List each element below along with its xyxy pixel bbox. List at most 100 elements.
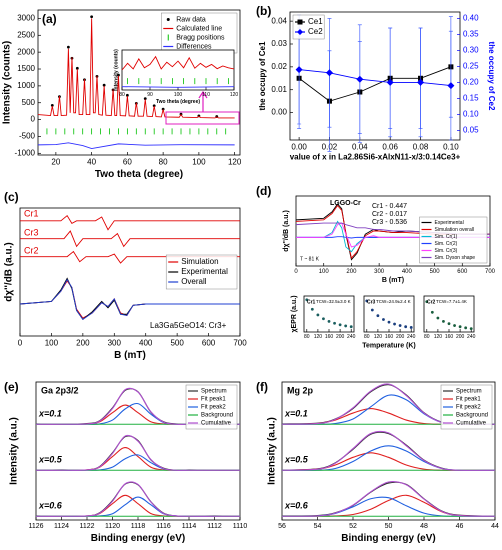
y-tick-label: 0.04 (271, 16, 287, 25)
y-tick-label: 3000 (17, 14, 35, 23)
data-point (464, 326, 468, 330)
legend-box (161, 12, 238, 54)
annotation: TCW=24.9±2.4 K (376, 299, 411, 304)
legend-label: Sim. Dyson shape (435, 255, 476, 261)
data-point (404, 325, 408, 329)
x-tick-label: 48 (420, 523, 428, 530)
y-axis-label: Intensity (counts) (113, 49, 119, 91)
legend-label: Sim. Cr(3) (435, 248, 458, 254)
x-axis-label: Two theta (degree) (156, 99, 200, 105)
legend-label: Cumulative (201, 421, 232, 427)
data-point (425, 300, 429, 304)
x-tick-label: 240 (347, 334, 356, 340)
x-tick-label: 700 (485, 269, 496, 275)
data-point (90, 15, 94, 19)
panel-label: (b) (256, 4, 271, 18)
marker (356, 75, 364, 83)
legend-label: Spectrum (201, 389, 227, 395)
x-tick-label: 240 (407, 334, 416, 340)
x-tick-label: 0.08 (413, 142, 429, 151)
x-tick-label: 110 (202, 92, 210, 98)
data-point (75, 66, 79, 70)
series-line (37, 142, 235, 150)
y-tick-label: -1000 (15, 148, 36, 157)
annotation: Cr2 - 0.017 (372, 211, 407, 218)
x-tick-label: 1114 (182, 523, 197, 530)
x-tick-label: 50 (385, 523, 393, 530)
data-point (50, 104, 54, 107)
legend-label: Sim. Cr(1) (435, 234, 458, 240)
zoom-arrow (198, 90, 208, 112)
legend-label: Cumulative (456, 421, 487, 427)
y-axis-label: Intensity (a.u.) (9, 417, 20, 485)
x-tick-label: 300 (108, 338, 122, 347)
y-tick-label: 2500 (17, 30, 35, 39)
annotation: Cr3 (24, 227, 39, 237)
series-line (35, 434, 240, 471)
x-tick-label: 0.04 (352, 142, 368, 151)
marker (386, 78, 394, 86)
series-line (298, 66, 452, 102)
x-tick-label: 56 (278, 523, 286, 530)
x-tick-label: 0 (18, 338, 23, 347)
x-tick-label: 80 (364, 334, 370, 340)
x-tick-label: 80 (304, 334, 310, 340)
legend-label: Fit peak1 (456, 397, 481, 403)
annotation: Cr2 (24, 245, 39, 255)
x-tick-label: 44 (491, 523, 499, 530)
data-point (370, 308, 374, 312)
x-tick-label: 1116 (156, 523, 171, 530)
data-point (125, 93, 129, 97)
data-point (365, 299, 369, 303)
y-tick-label: 0.02 (271, 62, 287, 71)
annotation: TCW=32.5±3.0 K (316, 299, 351, 304)
x-tick-label: 160 (445, 334, 454, 340)
y2-tick-label: 0.20 (463, 78, 479, 87)
series-line (35, 481, 240, 517)
x-axis-label: Binding energy (eV) (341, 533, 435, 544)
x-tick-label: 200 (396, 334, 405, 340)
x-tick-label: 46 (456, 523, 464, 530)
data-point (66, 45, 70, 49)
x-tick-label: 400 (402, 269, 413, 275)
series-line (281, 430, 496, 471)
x-tick-label: 52 (349, 523, 357, 530)
marker (295, 66, 303, 74)
x-tick-label: 500 (430, 269, 441, 275)
y-axis-label: Intensity (counts) (2, 41, 13, 124)
y-axis-label: χEPR (a.u.) (291, 295, 298, 332)
legend-label: Raw data (176, 16, 206, 23)
legend-label: Ce2 (308, 27, 323, 36)
group-label: x=0.5 (284, 455, 309, 465)
legend-label: Experimental (435, 220, 464, 226)
panel-label: (d) (256, 184, 271, 198)
x-tick-label: 160 (325, 334, 334, 340)
data-point (117, 73, 120, 77)
data-point (469, 327, 473, 330)
x-tick-label: 1122 (79, 523, 94, 530)
annotation: Cr3 - 0.536 (372, 219, 407, 226)
y-tick-label: 1500 (17, 64, 35, 73)
x-tick-label: 80 (119, 92, 125, 98)
x-axis-label: Binding energy (eV) (91, 533, 185, 544)
panel-label: (f) (256, 380, 268, 394)
series-line (281, 480, 496, 517)
legend-label: Fit peak2 (456, 405, 481, 411)
x-tick-label: 100 (45, 338, 59, 347)
panel-title: Cr1 (307, 299, 316, 305)
y-tick-label: 0.00 (271, 108, 287, 117)
marker (325, 69, 333, 77)
plot-frame (423, 295, 475, 333)
annotation: La3Ga5GeO14: Cr3+ (150, 321, 227, 330)
x-tick-label: 200 (456, 334, 465, 340)
data-point (442, 319, 445, 323)
x-tick-label: 600 (457, 269, 468, 275)
data-point (393, 322, 396, 326)
x-tick-label: 54 (314, 523, 322, 530)
x-tick-label: 80 (159, 157, 168, 166)
x-axis-label: Two theta (degree) (95, 169, 183, 180)
x-tick-label: 100 (174, 92, 183, 98)
x-axis-label: B (mT) (382, 277, 404, 284)
legend-label: Differences (176, 43, 212, 50)
